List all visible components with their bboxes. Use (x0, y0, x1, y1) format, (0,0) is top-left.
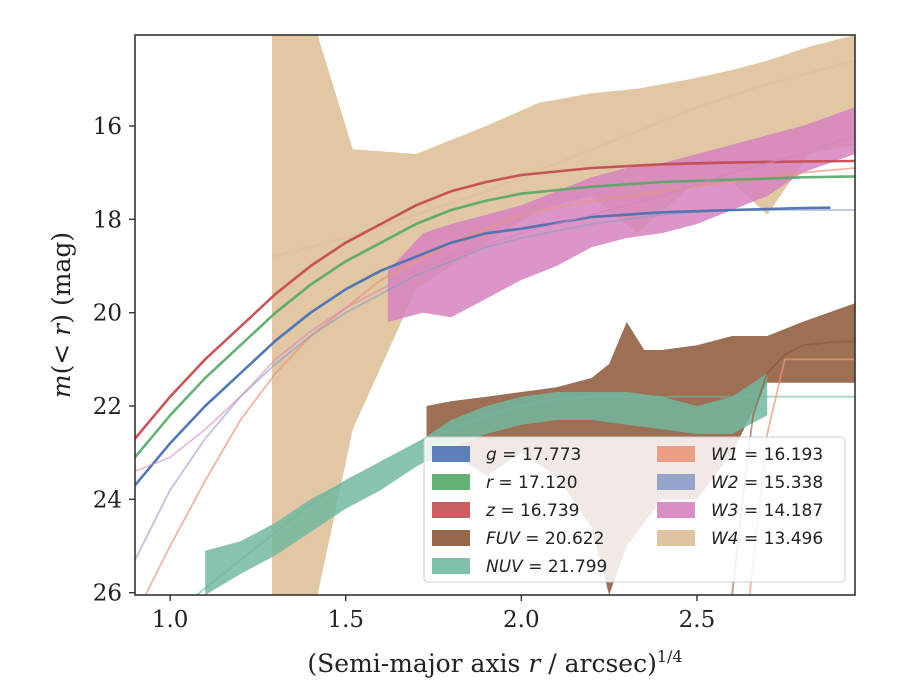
legend-label-fuv: FUV = 20.622 (486, 529, 604, 549)
series-line-nuv-7 (195, 395, 855, 595)
y-tick-label: 24 (93, 487, 122, 513)
y-tick-label: 26 (93, 581, 122, 607)
legend-swatch-w2 (657, 474, 695, 490)
series-line-g-3 (135, 206, 831, 487)
legend-swatch-g (432, 446, 470, 462)
legend-swatch-r (432, 474, 470, 490)
legend-swatch-nuv (432, 558, 470, 574)
series-line-r-4 (135, 175, 855, 459)
band-nuv (205, 373, 768, 595)
x-tick-label: 2.5 (679, 607, 716, 633)
legend-label-w4: W4 = 13.496 (711, 529, 823, 549)
legend-label-nuv: NUV = 21.799 (486, 557, 607, 577)
legend-swatch-fuv (432, 530, 470, 546)
y-tick-label: 18 (93, 207, 122, 233)
legend-swatch-w4 (657, 530, 695, 546)
legend-label-w2: W2 = 15.338 (711, 473, 823, 493)
y-tick-label: 16 (93, 114, 122, 140)
y-tick-label: 22 (93, 394, 122, 420)
x-tick-label: 1.5 (327, 607, 364, 633)
series-line-w2-2 (135, 209, 855, 561)
legend-label-z: z = 16.739 (485, 501, 579, 521)
y-axis-ticks: 16 18 20 22 24 26 (93, 114, 135, 607)
x-axis-ticks: 1.0 1.5 2.0 2.5 (152, 595, 715, 633)
legend-label-w3: W3 = 14.187 (711, 501, 823, 521)
x-axis-title: (Semi-major axis r / arcsec)1/4 (307, 647, 682, 678)
legend-label-w1: W1 = 16.193 (711, 445, 823, 465)
plot-frame (134, 34, 856, 596)
legend: g = 17.773 r = 17.120 z = 16.739 FUV = 20.6… (423, 436, 846, 583)
y-axis-title: m(< r) (mag) (47, 232, 76, 398)
legend-label-r: r = 17.120 (486, 473, 578, 493)
legend-label-g: g = 17.773 (486, 445, 581, 465)
series-line-z-5 (135, 159, 855, 440)
legend-swatch-z (432, 502, 470, 518)
series-line-w3-6 (135, 134, 855, 473)
x-tick-label: 1.0 (152, 607, 189, 633)
y-tick-label: 20 (93, 301, 122, 327)
legend-swatch-w1 (657, 446, 695, 462)
x-tick-label: 2.0 (503, 607, 540, 633)
legend-swatch-w3 (657, 502, 695, 518)
legend-box (423, 436, 846, 583)
